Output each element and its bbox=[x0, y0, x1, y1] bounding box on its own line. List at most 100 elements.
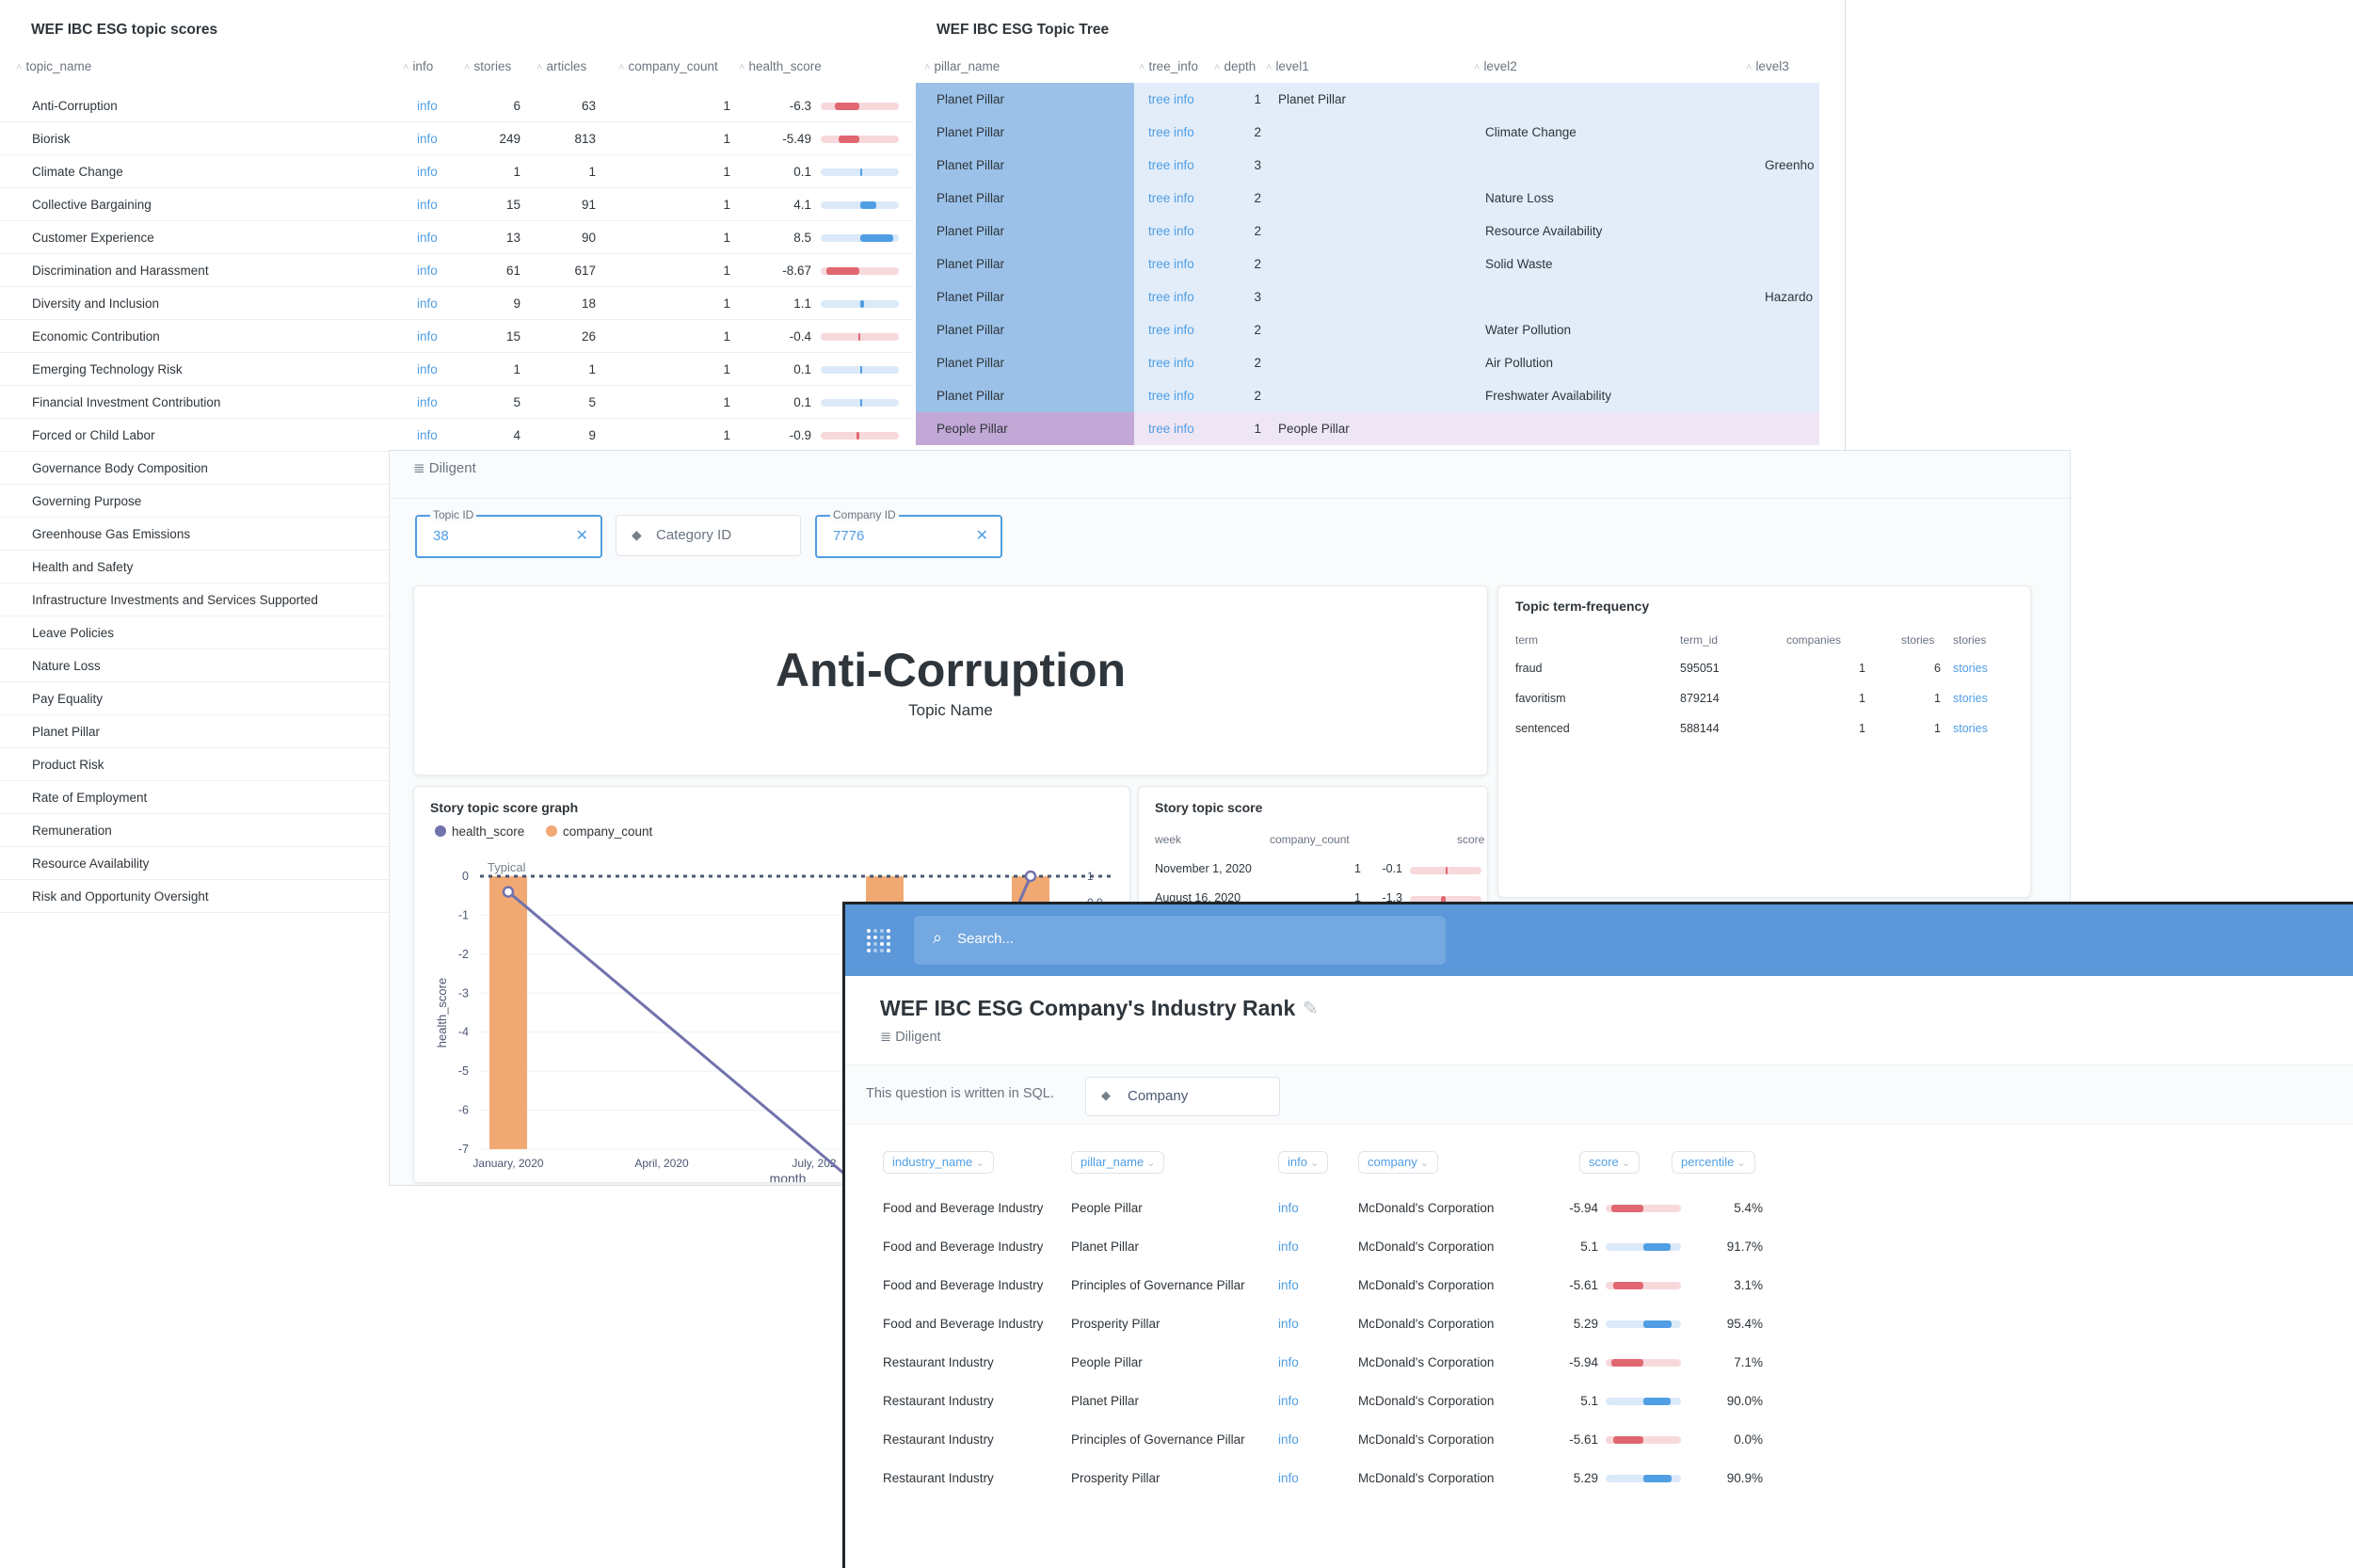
info-link[interactable]: info bbox=[417, 428, 438, 442]
stories-link[interactable]: stories bbox=[1953, 692, 1988, 705]
tree-info-link[interactable]: tree info bbox=[1148, 158, 1194, 172]
table-row[interactable]: Health and Safety bbox=[0, 551, 389, 584]
col-term-id[interactable]: term_id bbox=[1680, 633, 1719, 647]
col-info-q[interactable]: info bbox=[1278, 1151, 1329, 1174]
col-companies[interactable]: companies bbox=[1786, 633, 1842, 647]
global-search[interactable]: ⌕ Search... bbox=[914, 916, 1446, 965]
table-row[interactable]: Food and Beverage Industry Principles of … bbox=[845, 1266, 2353, 1304]
table-row[interactable]: Food and Beverage Industry Prosperity Pil… bbox=[845, 1304, 2353, 1343]
company-filter[interactable]: ◆ Company bbox=[1085, 1077, 1280, 1116]
table-row[interactable]: Collective Bargaining info 15 91 1 4.1 bbox=[0, 188, 913, 221]
table-row[interactable]: Product Risk bbox=[0, 748, 389, 781]
col-level1[interactable]: level1 bbox=[1266, 59, 1308, 73]
info-link[interactable]: info bbox=[417, 395, 438, 409]
tree-row[interactable]: Planet Pillar tree info 3 Hazardo bbox=[916, 280, 1819, 313]
term-row[interactable]: sentenced 588144 1 1 stories bbox=[1498, 714, 2030, 744]
company-id-filter[interactable]: Company ID 7776 ✕ bbox=[815, 508, 1002, 558]
col-company-count[interactable]: company_count bbox=[618, 59, 717, 73]
tree-info-link[interactable]: tree info bbox=[1148, 356, 1194, 370]
table-row[interactable]: Climate Change info 1 1 1 0.1 bbox=[0, 155, 913, 188]
table-row[interactable]: Customer Experience info 13 90 1 8.5 bbox=[0, 221, 913, 254]
dashboard-collection[interactable]: ≣ Diligent bbox=[413, 459, 476, 476]
info-link[interactable]: info bbox=[417, 296, 438, 311]
stories-link[interactable]: stories bbox=[1953, 722, 1988, 735]
tree-row[interactable]: Planet Pillar tree info 3 Greenho bbox=[916, 149, 1819, 182]
col-articles[interactable]: articles bbox=[536, 59, 586, 73]
col-tree-info[interactable]: tree_info bbox=[1139, 59, 1198, 73]
table-row[interactable]: Nature Loss bbox=[0, 649, 389, 682]
col-story-score[interactable]: score bbox=[1457, 833, 1485, 846]
table-row[interactable]: Governing Purpose bbox=[0, 485, 389, 518]
col-info[interactable]: info bbox=[403, 59, 433, 73]
table-row[interactable]: Greenhouse Gas Emissions bbox=[0, 518, 389, 551]
tree-info-link[interactable]: tree info bbox=[1148, 257, 1194, 271]
info-link[interactable]: info bbox=[1278, 1240, 1299, 1254]
col-stories-count[interactable]: stories bbox=[1901, 633, 1935, 647]
story-row[interactable]: August 16, 2020 1 -1.3 bbox=[1139, 884, 1487, 913]
info-link[interactable]: info bbox=[1278, 1278, 1299, 1292]
category-id-filter[interactable]: ◆ Category ID bbox=[616, 515, 801, 556]
col-week[interactable]: week bbox=[1155, 833, 1182, 846]
info-link[interactable]: info bbox=[417, 362, 438, 376]
tree-row[interactable]: Planet Pillar tree info 2 Nature Loss bbox=[916, 182, 1819, 215]
table-row[interactable]: Emerging Technology Risk info 1 1 1 0.1 bbox=[0, 353, 913, 386]
col-stories-link[interactable]: stories bbox=[1953, 633, 1987, 647]
term-row[interactable]: fraud 595051 1 6 stories bbox=[1498, 654, 2030, 684]
table-row[interactable]: Resource Availability bbox=[0, 847, 389, 880]
info-link[interactable]: info bbox=[1278, 1201, 1299, 1215]
story-row[interactable]: November 1, 2020 1 -0.1 bbox=[1139, 855, 1487, 884]
info-link[interactable]: info bbox=[417, 329, 438, 344]
term-row[interactable]: favoritism 879214 1 1 stories bbox=[1498, 684, 2030, 714]
tree-row[interactable]: People Pillar tree info 1 People Pillar bbox=[916, 412, 1819, 445]
tree-row[interactable]: Planet Pillar tree info 2 Freshwater Availa… bbox=[916, 379, 1819, 412]
info-link[interactable]: info bbox=[1278, 1355, 1299, 1369]
table-row[interactable]: Anti-Corruption info 6 63 1 -6.3 bbox=[0, 89, 913, 122]
tree-row[interactable]: Planet Pillar tree info 1 Planet Pillar bbox=[916, 83, 1819, 116]
info-link[interactable]: info bbox=[1278, 1471, 1299, 1485]
col-depth[interactable]: depth bbox=[1214, 59, 1256, 73]
table-row[interactable]: Risk and Opportunity Oversight bbox=[0, 880, 389, 913]
tree-info-link[interactable]: tree info bbox=[1148, 422, 1194, 436]
tree-info-link[interactable]: tree info bbox=[1148, 92, 1194, 106]
table-row[interactable]: Forced or Child Labor info 4 9 1 -0.9 bbox=[0, 419, 913, 452]
info-link[interactable]: info bbox=[417, 165, 438, 179]
table-row[interactable]: Food and Beverage Industry People Pillar i… bbox=[845, 1189, 2353, 1227]
tree-row[interactable]: Planet Pillar tree info 2 Water Pollution bbox=[916, 313, 1819, 346]
table-row[interactable]: Remuneration bbox=[0, 814, 389, 847]
stories-link[interactable]: stories bbox=[1953, 662, 1988, 675]
table-row[interactable]: Planet Pillar bbox=[0, 715, 389, 748]
tree-info-link[interactable]: tree info bbox=[1148, 191, 1194, 205]
info-link[interactable]: info bbox=[417, 132, 438, 146]
tree-info-link[interactable]: tree info bbox=[1148, 224, 1194, 238]
tree-row[interactable]: Planet Pillar tree info 2 Climate Change bbox=[916, 116, 1819, 149]
tree-info-link[interactable]: tree info bbox=[1148, 290, 1194, 304]
table-row[interactable]: Diversity and Inclusion info 9 18 1 1.1 bbox=[0, 287, 913, 320]
col-company[interactable]: company bbox=[1358, 1151, 1439, 1174]
table-row[interactable]: Pay Equality bbox=[0, 682, 389, 715]
table-row[interactable]: Leave Policies bbox=[0, 616, 389, 649]
topic-id-filter[interactable]: Topic ID 38 ✕ bbox=[415, 508, 602, 558]
clear-company-icon[interactable]: ✕ bbox=[975, 528, 988, 544]
info-link[interactable]: info bbox=[417, 231, 438, 245]
metabase-logo-icon[interactable] bbox=[866, 928, 894, 952]
table-row[interactable]: Economic Contribution info 15 26 1 -0.4 bbox=[0, 320, 913, 353]
table-row[interactable]: Infrastructure Investments and Services … bbox=[0, 584, 389, 616]
tree-row[interactable]: Planet Pillar tree info 2 Air Pollution bbox=[916, 346, 1819, 379]
table-row[interactable]: Biorisk info 249 813 1 -5.49 bbox=[0, 122, 913, 155]
info-link[interactable]: info bbox=[1278, 1394, 1299, 1408]
table-row[interactable]: Financial Investment Contribution info 5 5 1… bbox=[0, 386, 913, 419]
table-row[interactable]: Restaurant Industry Prosperity Pillar info… bbox=[845, 1459, 2353, 1497]
col-term[interactable]: term bbox=[1515, 633, 1538, 647]
col-score[interactable]: score bbox=[1579, 1151, 1641, 1174]
info-link[interactable]: info bbox=[1278, 1317, 1299, 1331]
table-row[interactable]: Discrimination and Harassment info 61 617 1 -… bbox=[0, 254, 913, 287]
col-level2[interactable]: level2 bbox=[1474, 59, 1516, 73]
col-percentile[interactable]: percentile bbox=[1672, 1151, 1755, 1174]
info-link[interactable]: info bbox=[1278, 1432, 1299, 1447]
tree-row[interactable]: Planet Pillar tree info 2 Solid Waste bbox=[916, 248, 1819, 280]
col-story-company-count[interactable]: company_count bbox=[1270, 833, 1350, 846]
info-link[interactable]: info bbox=[417, 264, 438, 278]
clear-topic-icon[interactable]: ✕ bbox=[575, 528, 588, 544]
col-pillar-name[interactable]: pillar_name bbox=[924, 59, 1000, 73]
legend-health-score[interactable]: health_score bbox=[435, 824, 524, 839]
